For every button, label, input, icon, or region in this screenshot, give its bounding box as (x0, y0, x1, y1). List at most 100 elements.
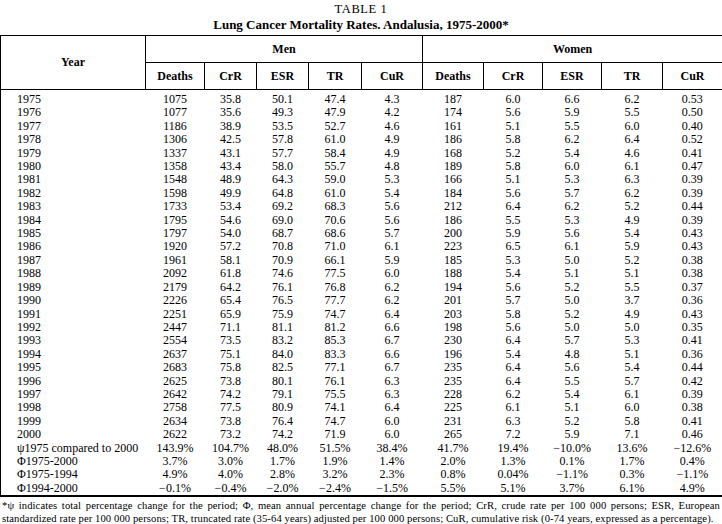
cell: 52.7 (309, 120, 362, 133)
table-row: ψ1975 compared to 2000143.9%104.7%48.0%5… (1, 442, 722, 455)
cell: 53.5 (257, 120, 309, 133)
cell: 61.8 (205, 267, 257, 280)
cell: 77.7 (309, 294, 362, 307)
cell: 6.1 (484, 401, 543, 414)
cell: 71.0 (309, 240, 362, 253)
table-row: 1996262573.880.176.16.32356.45.55.70.42 (1, 375, 722, 388)
cell: 198 (423, 321, 484, 334)
table-row: 1990222665.476.577.76.22015.75.03.70.36 (1, 294, 722, 307)
cell: 6.0 (484, 90, 543, 107)
cell: 5.9 (602, 240, 663, 253)
row-label: 1981 (1, 173, 146, 186)
cell: −1.1% (543, 468, 602, 481)
cell: 55.7 (309, 160, 362, 173)
cell: 47.4 (309, 90, 362, 107)
cell: 49.9 (205, 187, 257, 200)
cell: 5.7 (602, 375, 663, 388)
cell: 5.6 (484, 106, 543, 119)
cell: 2642 (146, 388, 205, 401)
cell: 6.3 (484, 415, 543, 428)
table-row: 1997264274.279.175.56.32286.25.46.10.39 (1, 388, 722, 401)
table-row: 1993255473.583.285.36.72306.45.75.30.41 (1, 334, 722, 347)
cell: 0.38 (663, 254, 722, 267)
cell: 82.5 (257, 361, 309, 374)
cell: 0.47 (663, 160, 722, 173)
col-header-women-esr: ESR (543, 63, 602, 90)
cell: 6.4 (484, 200, 543, 213)
cell: 6.6 (362, 348, 423, 361)
cell: 83.2 (257, 334, 309, 347)
cell: 3.7% (543, 482, 602, 496)
cell: 61.0 (309, 133, 362, 146)
cell: 4.8 (362, 160, 423, 173)
cell: 5.9 (362, 254, 423, 267)
cell: 5.8 (602, 415, 663, 428)
cell: 5.2 (543, 415, 602, 428)
cell: 0.41 (663, 147, 722, 160)
col-header-women-crr: CrR (484, 63, 543, 90)
cell: 0.43 (663, 227, 722, 240)
cell: 57.7 (257, 147, 309, 160)
cell: 76.1 (309, 375, 362, 388)
cell: 2447 (146, 321, 205, 334)
cell: 6.3 (362, 375, 423, 388)
cell: 2251 (146, 308, 205, 321)
row-label: 1982 (1, 187, 146, 200)
cell: 186 (423, 214, 484, 227)
cell: 6.7 (362, 361, 423, 374)
cell: 6.0 (362, 267, 423, 280)
cell: 77.5 (205, 401, 257, 414)
cell: 6.6 (362, 321, 423, 334)
cell: 43.4 (205, 160, 257, 173)
cell: 4.9 (362, 147, 423, 160)
cell: 81.1 (257, 321, 309, 334)
cell: 104.7% (205, 442, 257, 455)
cell: 184 (423, 187, 484, 200)
cell: 0.40 (663, 120, 722, 133)
cell: 6.2 (543, 200, 602, 213)
cell: 5.2 (602, 200, 663, 213)
cell: 5.6 (362, 200, 423, 213)
table-header: Year Men Women Deaths CrR ESR TR CuR Dea… (1, 36, 722, 90)
col-header-women-cur: CuR (663, 63, 722, 90)
group-header-men: Men (146, 36, 423, 63)
cell: 81.2 (309, 321, 362, 334)
cell: 6.4 (362, 401, 423, 414)
cell: 6.1 (362, 240, 423, 253)
cell: 76.5 (257, 294, 309, 307)
cell: 61.0 (309, 187, 362, 200)
cell: 5.3 (543, 173, 602, 186)
cell: 203 (423, 308, 484, 321)
cell: 6.2 (602, 90, 663, 107)
cell: 68.3 (309, 200, 362, 213)
col-header-women-tr: TR (602, 63, 663, 90)
cell: 5.6 (484, 321, 543, 334)
cell: 73.2 (205, 428, 257, 441)
cell: 83.3 (309, 348, 362, 361)
cell: 2179 (146, 281, 205, 294)
row-label: 1993 (1, 334, 146, 347)
table-row: 2000262273.274.271.96.02657.25.97.10.46 (1, 428, 722, 441)
cell: 0.39 (663, 214, 722, 227)
cell: 0.43 (663, 240, 722, 253)
cell: 6.1 (602, 160, 663, 173)
col-header-women-deaths: Deaths (423, 63, 484, 90)
cell: 5.0 (543, 294, 602, 307)
cell: 71.9 (309, 428, 362, 441)
cell: 79.1 (257, 388, 309, 401)
cell: 75.8 (205, 361, 257, 374)
cell: 65.9 (205, 308, 257, 321)
cell: 58.4 (309, 147, 362, 160)
cell: 6.4 (484, 361, 543, 374)
table-row: 1982159849.964.861.05.41845.65.76.20.39 (1, 187, 722, 200)
cell: 5.2 (602, 254, 663, 267)
cell: 201 (423, 294, 484, 307)
cell: 38.4% (362, 442, 423, 455)
cell: 75.9 (257, 308, 309, 321)
cell: 0.41 (663, 334, 722, 347)
table-row: 1976107735.649.347.94.21745.65.95.50.50 (1, 106, 722, 119)
cell: 70.6 (309, 214, 362, 227)
table-row: 1992244771.181.181.26.61985.65.05.00.35 (1, 321, 722, 334)
table-row: 1979133743.157.758.44.91685.25.44.60.41 (1, 147, 722, 160)
cell: 5.4 (362, 187, 423, 200)
